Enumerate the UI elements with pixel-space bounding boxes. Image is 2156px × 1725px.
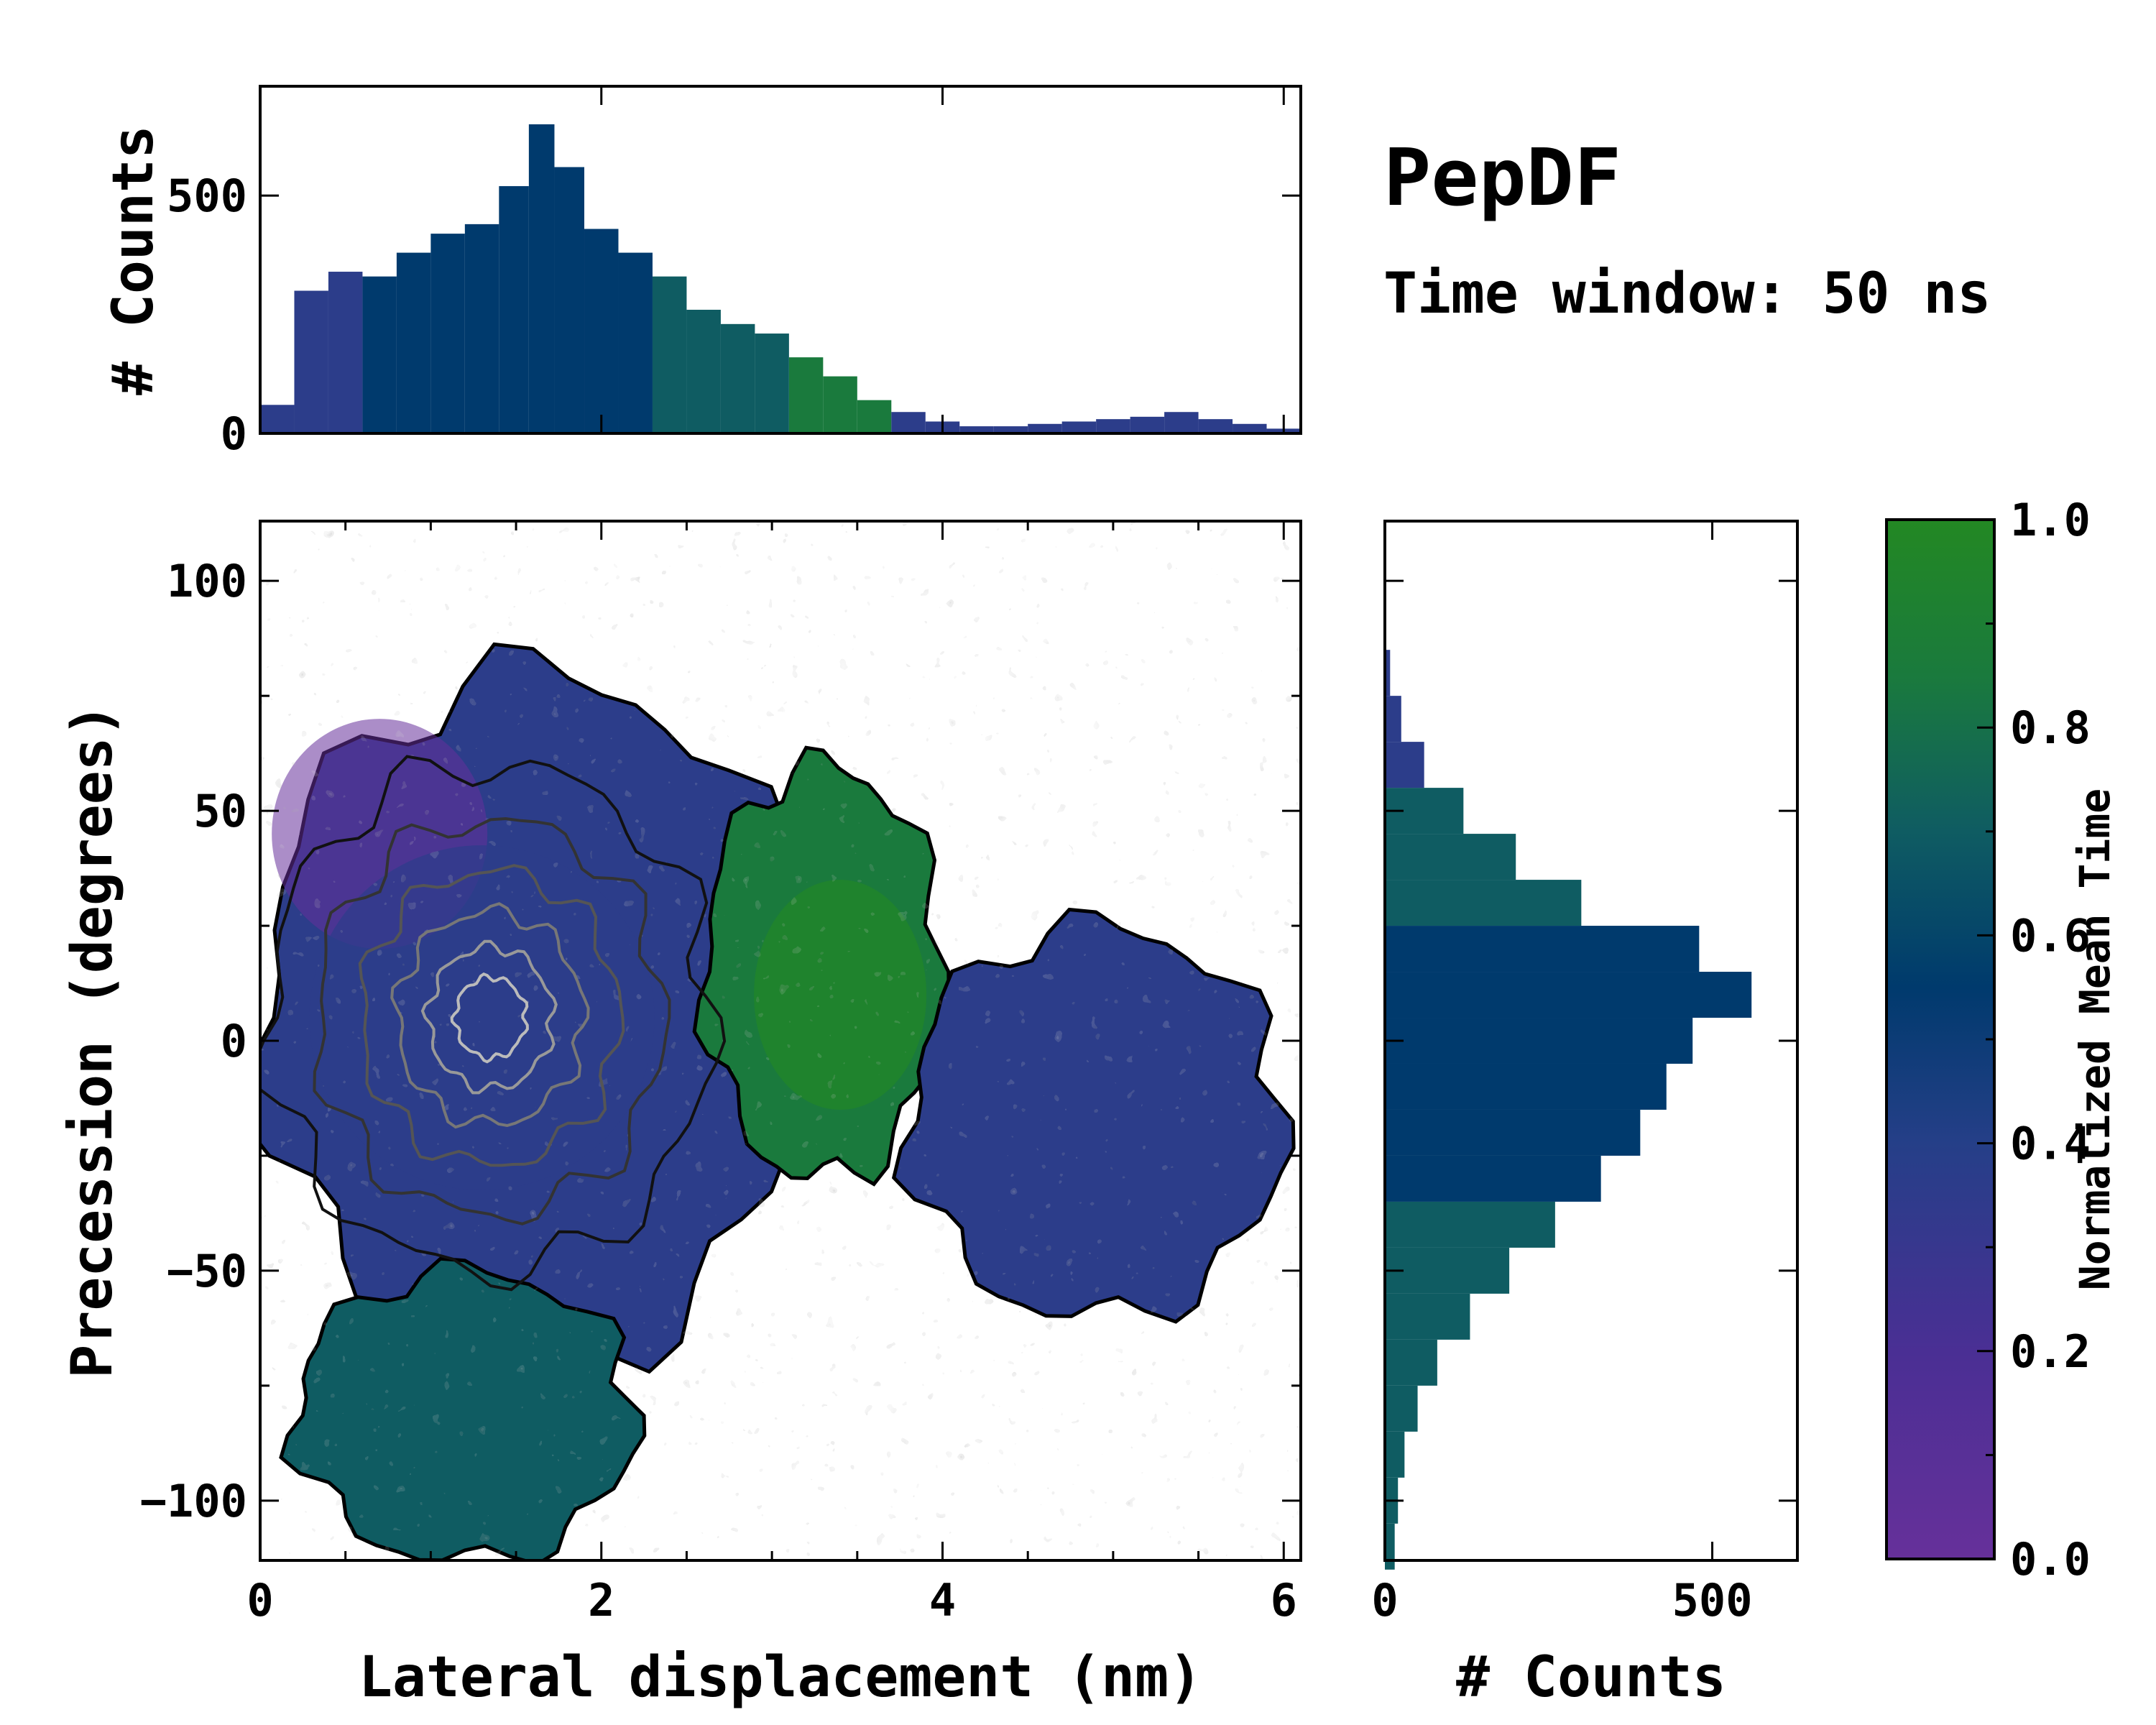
density-contour-line	[420, 939, 558, 1095]
right-histogram-bar	[1385, 650, 1391, 696]
density-contour-line	[390, 902, 590, 1129]
right-histogram-bar	[1385, 1109, 1641, 1156]
right-histogram-bar	[1385, 834, 1516, 880]
colorbar-ticks: 0.0 0.2 0.4 0.6 0.8 1.0	[1977, 494, 2091, 1586]
top-histogram-bar	[1233, 423, 1267, 433]
right-histogram-bar	[1385, 1431, 1405, 1478]
right-xtick-label: 500	[1672, 1574, 1753, 1627]
right-histogram-bars	[1385, 650, 1752, 1570]
heatmap-pixel-noise	[260, 521, 1301, 1560]
right-histogram-xlabel: # Counts	[1456, 1645, 1726, 1710]
colorbar-fill	[1885, 518, 1996, 1560]
main-ylabel: Precession (degrees)	[60, 703, 125, 1378]
chart-subtitle: Time window: 50 ns	[1383, 262, 1991, 326]
density-contour-line	[450, 972, 529, 1064]
density-contour-line	[260, 755, 727, 1292]
right-xtick-label: 0	[1371, 1574, 1398, 1627]
top-histogram-bar	[554, 167, 585, 434]
top-histogram-bar	[1061, 421, 1097, 433]
top-histogram-bar	[584, 229, 619, 433]
top-histogram-bar	[652, 276, 687, 433]
top-histogram-bar	[1164, 412, 1199, 433]
top-histogram-ticks: 0 500	[167, 86, 1301, 460]
top-histogram-bar	[464, 224, 499, 433]
right-histogram-bar	[1385, 926, 1700, 972]
top-histogram-frame	[259, 85, 1302, 435]
top-histogram-bar	[260, 405, 295, 433]
colorbar-label: Normalized Mean Time	[2070, 788, 2119, 1290]
right-histogram-bar	[1385, 1385, 1418, 1432]
density-contour-line	[313, 816, 671, 1225]
top-histogram-bar	[499, 185, 529, 433]
top-histogram-bar	[1028, 423, 1062, 433]
top-histogram-bar	[788, 357, 824, 433]
colorbar-tick-label: 0.4	[2010, 1118, 2091, 1170]
main-xtick-label: 2	[588, 1574, 614, 1627]
top-histogram: 0 500 # Counts	[101, 85, 1302, 460]
right-histogram-bar	[1385, 1155, 1601, 1202]
right-histogram-bar	[1385, 972, 1752, 1018]
main-ytick-label: −100	[140, 1475, 247, 1527]
density-contours	[260, 755, 727, 1292]
main-xtick-label: 0	[247, 1574, 273, 1627]
top-histogram-ylabel: # Counts	[101, 125, 166, 395]
main-ytick-label: 100	[167, 555, 247, 607]
top-histogram-bar	[328, 272, 363, 433]
top-histogram-bar	[1096, 419, 1130, 433]
main-xtick-label: 4	[929, 1574, 956, 1627]
main-ytick-label: 0	[221, 1015, 247, 1067]
right-histogram-bar	[1385, 1247, 1510, 1294]
top-ytick-label: 500	[167, 170, 247, 222]
top-histogram-bar	[686, 309, 721, 433]
main-ytick-label: 50	[193, 785, 247, 837]
top-histogram-bar	[720, 323, 755, 433]
colorbar-tick-label: 0.2	[2010, 1325, 2091, 1378]
top-histogram-bars	[260, 124, 1301, 434]
top-histogram-bar	[618, 252, 653, 433]
main-heatmap-panel: 0 2 4 6 100 50 0 −50 −100 Lateral displacement (…	[60, 520, 1302, 1710]
right-histogram-bar	[1385, 696, 1401, 742]
top-histogram-bar	[891, 412, 926, 433]
right-histogram-bar	[1385, 1293, 1470, 1340]
density-contour-line	[358, 864, 625, 1167]
right-histogram: 0 500 # Counts	[1371, 520, 1799, 1710]
top-histogram-bar	[1130, 416, 1165, 433]
heatmap-regions	[260, 521, 1301, 1560]
top-histogram-bar	[755, 334, 789, 433]
top-histogram-bar	[1198, 419, 1233, 433]
top-histogram-bar	[396, 252, 431, 433]
right-histogram-bar	[1385, 1063, 1667, 1110]
top-histogram-bar	[294, 290, 328, 433]
top-histogram-bar	[362, 276, 397, 433]
right-histogram-bar	[1385, 880, 1582, 926]
top-histogram-bar	[993, 426, 1028, 433]
main-ytick-label: −50	[167, 1245, 247, 1297]
colorbar-tick-label: 0.6	[2010, 909, 2091, 962]
colorbar-tick-label: 0.0	[2010, 1533, 2091, 1586]
right-histogram-ticks: 0 500	[1371, 521, 1797, 1627]
main-heatmap-ticks: 0 2 4 6 100 50 0 −50 −100	[140, 521, 1301, 1627]
colorbar-tick-label: 0.8	[2010, 702, 2091, 754]
right-histogram-bar	[1385, 1339, 1437, 1386]
top-histogram-bar	[823, 376, 857, 433]
main-heatmap-clip-group	[260, 521, 1301, 1560]
right-histogram-bar	[1385, 742, 1424, 788]
top-histogram-bar	[959, 426, 994, 433]
main-xtick-label: 6	[1271, 1574, 1297, 1627]
top-histogram-bar	[430, 234, 465, 433]
top-ytick-label: 0	[221, 408, 247, 460]
chart-title: PepDF	[1383, 132, 1621, 224]
top-histogram-bar	[528, 124, 555, 433]
colorbar-tick-label: 1.0	[2010, 494, 2091, 546]
colorbar: 0.0 0.2 0.4 0.6 0.8 1.0 Normalized Mean Time	[1885, 494, 2119, 1586]
main-xlabel: Lateral displacement (nm)	[359, 1645, 1202, 1710]
right-histogram-bar	[1385, 1201, 1555, 1248]
right-histogram-bar	[1385, 1523, 1395, 1570]
top-histogram-bar	[857, 400, 892, 433]
right-histogram-bar	[1385, 1018, 1693, 1064]
